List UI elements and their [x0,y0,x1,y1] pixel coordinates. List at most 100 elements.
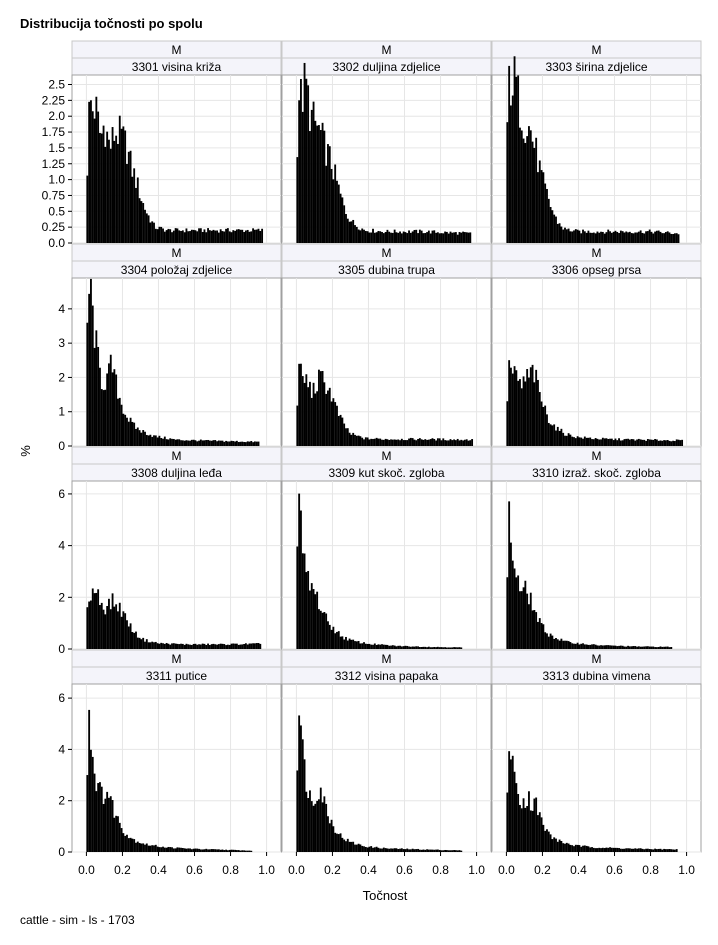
histogram-bar [580,437,583,446]
histogram-bar [415,440,418,446]
histogram-bar [436,438,439,446]
histogram-bar [318,799,320,852]
histogram-bar [178,847,181,852]
histogram-bar [585,644,588,649]
histogram-bar [198,440,200,446]
histogram-bar [364,437,367,446]
histogram-bar [106,791,109,852]
histogram-bar [386,644,389,649]
panel-group-label: M [382,449,392,463]
histogram-bar [555,638,557,649]
histogram-bar [366,231,369,243]
histogram-bar [172,643,175,649]
histogram-bar [657,230,660,243]
histogram-bar [321,122,324,243]
histogram-bar [163,231,166,243]
histogram-bar [627,848,629,852]
histogram-bar [312,589,315,649]
histogram-bar [316,125,319,243]
histogram-bar [252,228,255,243]
histogram-bar [402,231,405,243]
histogram-bar [208,230,211,243]
histogram-bar [136,427,139,446]
histogram-bar [298,493,301,649]
histogram-bar [643,439,646,446]
y-tick-label: 0.75 [42,188,66,202]
histogram-bar [149,222,152,243]
histogram-bar [321,612,324,649]
histogram-bar [122,413,125,446]
panel-4: M 3304 položaj zdjelice 0 1 2 3 4 [58,243,282,453]
histogram-bar [582,643,584,649]
histogram-bar [172,848,175,852]
histogram-bar [522,138,525,243]
y-tick-label: 0.25 [42,220,66,234]
histogram-bar [86,607,89,649]
histogram-bar [511,95,514,243]
histogram-bar [239,441,242,446]
histogram-bar [190,229,193,243]
histogram-bar [549,834,552,852]
histogram-bar [614,230,617,243]
histogram-bar [163,436,166,446]
histogram-bar [183,644,186,649]
histogram-bar [323,130,326,243]
histogram-bar [108,363,110,446]
histogram-bar [298,715,301,852]
histogram-bar [442,850,445,852]
histogram-bar [348,638,351,649]
histogram-bar [384,438,387,446]
histogram-bar [115,815,118,852]
histogram-bar [558,430,561,446]
histogram-bar [610,847,613,852]
histogram-bar [147,215,150,243]
histogram-bar [108,139,110,243]
histogram-bar [178,439,181,446]
histogram-bar [321,802,324,852]
histogram-bar [404,645,407,649]
histogram-bar [252,442,255,446]
histogram-bar [108,797,110,852]
histogram-bar [190,439,193,446]
histogram-bar [417,233,419,243]
histogram-bar [619,645,622,649]
histogram-bar [564,640,566,649]
x-tick-label: 0.0 [288,863,305,877]
histogram-bar [636,439,638,446]
histogram-bar [350,434,353,446]
histogram-bar [133,839,136,852]
histogram-bar [345,428,347,446]
y-tick-label: 2.25 [42,93,66,107]
histogram-bar [149,642,152,649]
histogram-bar [199,439,202,446]
histogram-bar [381,644,383,649]
histogram-bar [571,231,574,243]
histogram-bar [641,848,644,852]
histogram-bar [583,644,586,649]
histogram-bar [169,229,172,243]
histogram-bar [181,643,184,649]
histogram-bar [180,231,182,243]
histogram-bar [104,798,107,852]
histogram-bar [585,437,588,446]
histogram-bar [431,647,434,649]
histogram-bar [634,440,637,446]
histogram-bar [377,230,380,243]
histogram-bar [232,230,235,243]
histogram-bar [424,439,427,446]
histogram-bar [388,439,391,446]
histogram-bar [413,646,416,649]
histogram-bar [180,847,182,852]
histogram-bar [318,369,320,446]
histogram-bar [350,221,353,243]
histogram-bar [616,440,619,446]
histogram-bar [303,62,306,244]
histogram-bar [210,644,213,649]
histogram-bar [607,438,610,446]
histogram-bar [578,644,581,649]
histogram-bar [465,232,468,243]
histogram-bar [609,231,611,243]
histogram-bar [418,438,421,446]
y-tick-label: 0.5 [48,204,65,218]
histogram-bar [652,646,655,649]
